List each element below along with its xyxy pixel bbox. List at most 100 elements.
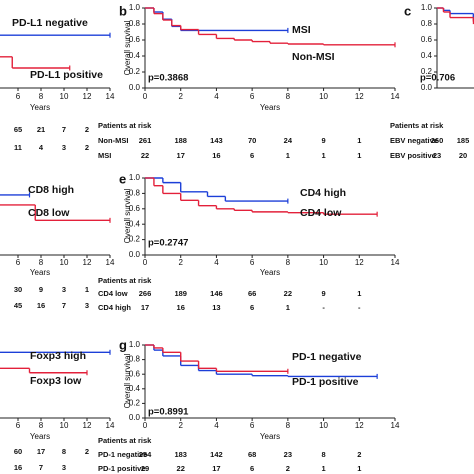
risk-count: 66 — [248, 289, 256, 298]
x-tick-label: 10 — [60, 258, 69, 267]
risk-count: 2 — [357, 450, 361, 459]
risk-count: 1 — [85, 285, 89, 294]
risk-count: 29 — [141, 464, 149, 473]
x-tick-label: 8 — [39, 258, 44, 267]
risk-count: 17 — [37, 447, 45, 456]
y-tick-label: 0.6 — [129, 369, 141, 378]
risk-row-name: CD4 high — [98, 303, 131, 312]
risk-count: 21 — [37, 125, 45, 134]
x-tick-label: 10 — [319, 92, 328, 101]
risk-count: 6 — [250, 151, 254, 160]
risk-count: 2 — [286, 464, 290, 473]
x-axis-label: Years — [260, 432, 280, 441]
legend-entry: Foxp3 low — [30, 375, 82, 387]
x-tick-label: 0 — [143, 421, 148, 430]
x-tick-label: 14 — [106, 92, 115, 101]
x-tick-label: 2 — [178, 92, 183, 101]
y-axis-label: Overall survival — [123, 188, 132, 243]
x-tick-label: 4 — [214, 92, 219, 101]
x-tick-label: 14 — [106, 421, 115, 430]
risk-count: - — [358, 303, 361, 312]
x-tick-label: 4 — [214, 421, 219, 430]
risk-table-title: Patients at risk — [390, 121, 444, 130]
x-tick-label: 10 — [319, 421, 328, 430]
risk-count: 6 — [250, 464, 254, 473]
x-tick-label: 6 — [16, 421, 21, 430]
panel-label: g — [119, 337, 127, 352]
y-tick-label: 0.4 — [421, 51, 433, 60]
legend-entry: CD4 low — [300, 207, 342, 219]
x-tick-label: 6 — [250, 92, 255, 101]
risk-row-name: MSI — [98, 151, 111, 160]
risk-row-name: Non-MSI — [98, 136, 128, 145]
y-tick-label: 1.0 — [421, 3, 433, 12]
legend-entry: PD-L1 positive — [30, 69, 103, 81]
y-tick-label: 0.4 — [129, 51, 141, 60]
x-tick-label: 8 — [39, 92, 44, 101]
risk-row-name: EBV positive — [390, 151, 436, 160]
risk-count: 1 — [357, 136, 361, 145]
risk-count: 22 — [284, 289, 292, 298]
risk-count: 142 — [210, 450, 223, 459]
x-tick-label: 12 — [83, 421, 92, 430]
legend-entry: MSI — [292, 24, 311, 36]
x-tick-label: 12 — [355, 258, 364, 267]
risk-count: 17 — [212, 464, 220, 473]
risk-count: 1 — [286, 303, 290, 312]
panel-label: e — [119, 171, 126, 186]
risk-count: 68 — [248, 450, 256, 459]
x-tick-label: 10 — [60, 92, 69, 101]
x-tick-label: 8 — [39, 421, 44, 430]
risk-count: - — [322, 303, 325, 312]
risk-count: 3 — [62, 143, 66, 152]
risk-count: 17 — [141, 303, 149, 312]
legend-entry: CD4 high — [300, 187, 346, 199]
x-tick-label: 14 — [391, 258, 400, 267]
y-tick-label: 0.0 — [421, 83, 433, 92]
y-tick-label: 0.0 — [129, 413, 141, 422]
risk-count: 45 — [14, 301, 22, 310]
risk-count: 1 — [321, 151, 325, 160]
legend-entry: PD-1 negative — [292, 351, 362, 363]
y-tick-label: 0.6 — [129, 204, 141, 213]
risk-count: 260 — [431, 136, 444, 145]
risk-count: 2 — [85, 447, 89, 456]
y-tick-label: 0.8 — [421, 19, 433, 28]
y-tick-label: 0.8 — [129, 189, 141, 198]
risk-count: 17 — [177, 151, 185, 160]
x-axis-label: Years — [30, 432, 50, 441]
x-axis-label: Years — [30, 103, 50, 112]
legend-entry: Non-MSI — [292, 51, 335, 63]
x-tick-label: 0 — [143, 92, 148, 101]
legend-entry: PD-L1 negative — [12, 17, 88, 29]
x-tick-label: 12 — [83, 258, 92, 267]
risk-count: 3 — [85, 301, 89, 310]
x-tick-label: 12 — [355, 421, 364, 430]
x-axis-label: Years — [30, 268, 50, 277]
p-value: p=0.706 — [420, 73, 455, 84]
risk-count: 11 — [14, 143, 22, 152]
y-tick-label: 0.6 — [129, 35, 141, 44]
risk-count: 146 — [210, 289, 223, 298]
y-axis-label: Overall survival — [123, 20, 132, 75]
x-tick-label: 10 — [60, 421, 69, 430]
risk-count: 2 — [85, 143, 89, 152]
x-axis-label: Years — [260, 103, 280, 112]
x-tick-label: 8 — [286, 92, 291, 101]
x-axis-label: Years — [260, 268, 280, 277]
risk-count: 266 — [139, 289, 152, 298]
risk-count: 22 — [141, 151, 149, 160]
x-tick-label: 6 — [16, 92, 21, 101]
risk-count: 2 — [85, 125, 89, 134]
p-value: p=0.2747 — [148, 238, 188, 249]
x-tick-label: 8 — [286, 258, 291, 267]
risk-count: 70 — [248, 136, 256, 145]
risk-count: 4 — [39, 143, 44, 152]
p-value: p=0.8991 — [148, 407, 189, 418]
x-tick-label: 2 — [178, 258, 183, 267]
panel-label: c — [404, 3, 411, 18]
x-tick-label: 6 — [250, 258, 255, 267]
x-tick-label: 2 — [178, 421, 183, 430]
y-axis-label: Overall survival — [123, 353, 132, 408]
